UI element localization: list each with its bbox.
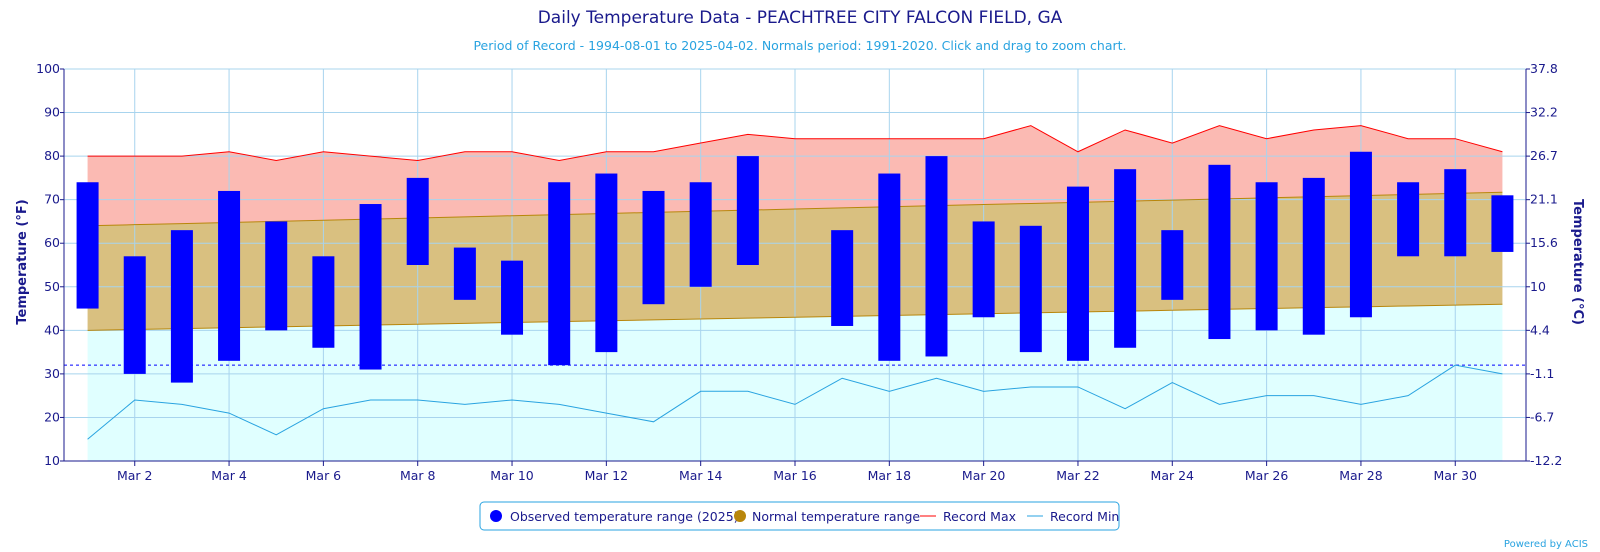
x-tick-label: Mar 8 [400,468,436,483]
observed-range-bar[interactable] [1349,151,1372,318]
x-tick-label: Mar 26 [1245,468,1289,483]
observed-range-bar[interactable] [972,221,995,318]
y-tick-label-left: 60 [44,235,60,250]
x-tick-label: Mar 4 [211,468,247,483]
y-tick-label-left: 50 [44,279,60,294]
x-tick-label: Mar 18 [868,468,912,483]
y-tick-label-left: 100 [36,61,60,76]
y-tick-label-right: -6.7 [1530,409,1554,424]
observed-range-bar[interactable] [123,256,146,374]
observed-range-bar[interactable] [406,177,429,265]
observed-range-bar[interactable] [312,256,335,348]
observed-range-bar[interactable] [265,221,288,331]
legend-label-record-min: Record Min [1050,509,1119,524]
x-tick-label: Mar 30 [1434,468,1478,483]
y-tick-label-left: 10 [44,453,60,468]
y-tick-label-left: 90 [44,105,60,120]
observed-range-bar[interactable] [831,230,854,326]
observed-range-bar[interactable] [501,260,524,335]
y-tick-label-right: 15.6 [1530,235,1558,250]
y-tick-label-right: 10 [1530,279,1546,294]
record-min-line [87,364,1503,440]
observed-range-bar[interactable] [925,156,948,357]
legend-label-record-max: Record Max [943,509,1016,524]
legend-item-observed[interactable]: Observed temperature range (2025) [490,509,739,524]
observed-range-bar[interactable] [595,173,618,353]
observed-range-bar[interactable] [1114,169,1137,348]
x-tick-label: Mar 28 [1339,468,1383,483]
x-tick-label: Mar 6 [306,468,342,483]
y-tick-label-right: 26.7 [1530,148,1558,163]
legend-box [479,501,1120,531]
legend-symbol-observed [490,510,502,522]
observed-range-bar[interactable] [170,230,193,383]
observed-range-bar[interactable] [1397,182,1420,257]
y-axis-title-right: Temperature (°C) [1570,199,1585,325]
credits[interactable]: Powered by ACIS [1504,539,1588,550]
y-tick-label-right: -12.2 [1530,453,1562,468]
observed-range-bar[interactable] [1491,195,1514,252]
observed-range-bar[interactable] [548,182,571,366]
legend-item-record-min[interactable]: Record Min [1027,509,1119,524]
chart-title: Daily Temperature Data - PEACHTREE CITY … [538,8,1063,28]
y-tick-label-right: -1.1 [1530,366,1554,381]
observed-range-bar[interactable] [1161,230,1184,300]
record-max-line [87,125,1503,161]
x-tick-label: Mar 14 [679,468,723,483]
observed-range-bar[interactable] [1302,177,1325,335]
observed-range-bar[interactable] [736,156,759,265]
y-axis-title-left: Temperature (°F) [15,199,30,324]
x-tick-label: Mar 2 [117,468,153,483]
x-tick-label: Mar 20 [962,468,1006,483]
series-layer [64,125,1526,440]
y-tick-label-right: 37.8 [1530,61,1558,76]
observed-range-bar[interactable] [359,204,382,370]
observed-range-bar[interactable] [1066,186,1089,361]
y-tick-label-left: 40 [44,322,60,337]
observed-range-bar[interactable] [1444,169,1467,257]
observed-range-bar[interactable] [689,182,712,287]
legend-item-record-max[interactable]: Record Max [920,509,1016,524]
x-tick-label: Mar 12 [585,468,628,483]
axes: 10 20 30 40 50 60 70 80 90 100 -12.2 -6.7 -1.1 4.4 10 1… [36,61,1562,483]
y-tick-label-left: 80 [44,148,60,163]
y-tick-label-left: 20 [44,409,60,424]
x-tick-label: Mar 16 [773,468,817,483]
observed-range-bar[interactable] [453,247,476,300]
observed-range-bar[interactable] [878,173,901,361]
legend: Observed temperature range (2025) Normal… [479,501,1120,531]
observed-range-bar[interactable] [1019,225,1042,353]
legend-symbol-normal [734,510,746,522]
y-tick-label-left: 30 [44,366,60,381]
y-tick-label-left: 70 [44,192,60,207]
observed-range-bar[interactable] [76,182,99,309]
observed-range-bar[interactable] [1208,164,1231,340]
legend-item-normal[interactable]: Normal temperature range [734,509,920,524]
x-tick-label: Mar 22 [1056,468,1099,483]
x-tick-label: Mar 24 [1151,468,1195,483]
legend-label-observed: Observed temperature range (2025) [510,509,739,524]
observed-range-bar[interactable] [218,190,241,361]
chart-subtitle: Period of Record - 1994-08-01 to 2025-04… [473,38,1126,53]
legend-label-normal: Normal temperature range [752,509,920,524]
observed-range-bar[interactable] [1255,182,1278,331]
y-tick-label-right: 32.2 [1530,105,1558,120]
observed-range-bar[interactable] [642,190,665,305]
x-tick-label: Mar 10 [490,468,534,483]
y-tick-label-right: 4.4 [1530,322,1550,337]
y-tick-label-right: 21.1 [1530,192,1558,207]
